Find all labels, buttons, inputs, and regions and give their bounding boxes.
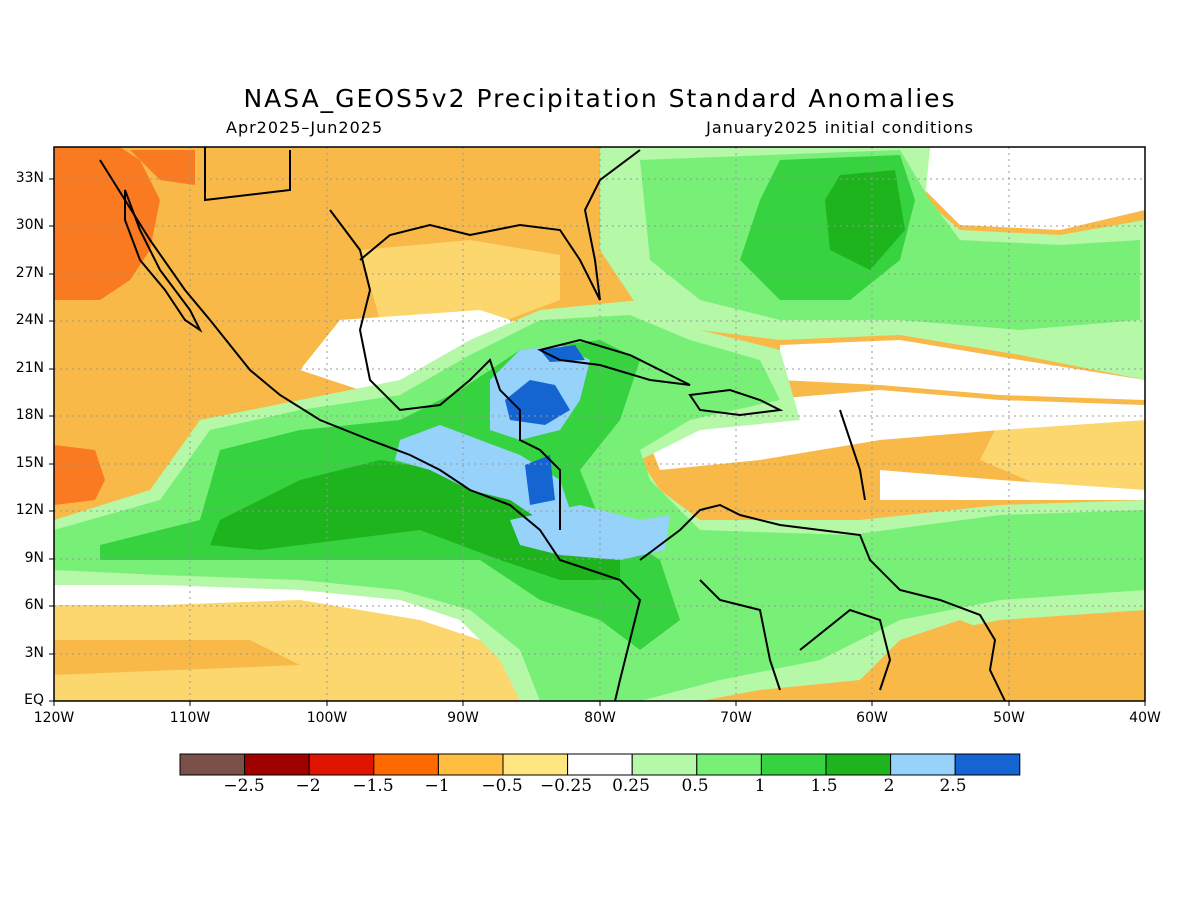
anomaly-field bbox=[54, 147, 1145, 701]
colorbar-box-4 bbox=[437, 753, 504, 776]
x-label-120w: 120W bbox=[33, 710, 75, 726]
y-label-27n: 27N bbox=[15, 265, 44, 281]
field-neutral-atl bbox=[780, 340, 1145, 400]
field-neutral-ne bbox=[925, 147, 1145, 230]
y-label-6n: 6N bbox=[24, 597, 44, 613]
field-dry-caribbean bbox=[660, 470, 780, 510]
colorbar-box-5 bbox=[502, 753, 569, 776]
colorbar-box-11 bbox=[890, 753, 956, 776]
x-label-80w: 80W bbox=[584, 710, 616, 726]
y-label-12n: 12N bbox=[15, 502, 44, 518]
tick-marks bbox=[49, 178, 1146, 706]
colorbar-label-9: 1.5 bbox=[810, 776, 838, 796]
subtitle-initial-conditions: January2025 initial conditions bbox=[706, 118, 974, 137]
field-extreme-wet-yucatan bbox=[505, 380, 570, 425]
colorbar-box-1 bbox=[244, 753, 310, 776]
y-label-24n: 24N bbox=[15, 312, 44, 328]
y-label-21n: 21N bbox=[15, 360, 44, 376]
colorbar-box-9 bbox=[760, 753, 827, 776]
field-strong-dry-n bbox=[130, 150, 195, 185]
subtitle-period: Apr2025–Jun2025 bbox=[226, 118, 384, 137]
coast-gulf bbox=[204, 147, 561, 530]
colorbar-label-1: −2 bbox=[295, 776, 321, 796]
y-label-33n: 33N bbox=[15, 170, 44, 186]
field-dry-se bbox=[900, 620, 1145, 701]
coastlines bbox=[99, 147, 1006, 701]
coast-south-america bbox=[639, 503, 1006, 701]
coast-us-gulf bbox=[359, 149, 641, 301]
colorbar-label-8: 1 bbox=[754, 776, 766, 796]
colorbar-label-4: −0.5 bbox=[481, 776, 523, 796]
colorbar-label-5: −0.25 bbox=[539, 776, 593, 796]
field-very-wet-nicaragua bbox=[395, 425, 570, 520]
colorbar-box-12 bbox=[954, 753, 1021, 776]
coast-hispaniola bbox=[688, 388, 784, 417]
coast-south-america-interior bbox=[699, 579, 892, 691]
coast-lesser-antilles bbox=[839, 409, 866, 501]
y-label-eq: EQ bbox=[24, 692, 44, 708]
grid-lines bbox=[54, 147, 1145, 701]
colorbar-label-3: −1 bbox=[424, 776, 450, 796]
field-strong-dry-nw bbox=[54, 147, 160, 300]
field-light-dry-gulf bbox=[360, 240, 560, 330]
colorbar-box-7 bbox=[631, 753, 698, 776]
field-extreme-wet-honduras bbox=[525, 455, 555, 505]
y-label-9n: 9N bbox=[24, 550, 44, 566]
field-strong-dry-w bbox=[54, 445, 105, 505]
coast-mexico-pacific bbox=[99, 159, 642, 701]
colorbar-label-6: 0.25 bbox=[612, 776, 650, 796]
colorbar-label-10: 2 bbox=[883, 776, 895, 796]
colorbar-label-7: 0.5 bbox=[681, 776, 709, 796]
x-label-110w: 110W bbox=[169, 710, 211, 726]
field-strong-wet-band bbox=[210, 460, 620, 580]
colorbar-box-3 bbox=[373, 753, 439, 776]
y-label-15n: 15N bbox=[15, 455, 44, 471]
colorbar-label-11: 2.5 bbox=[939, 776, 967, 796]
x-label-90w: 90W bbox=[447, 710, 479, 726]
y-label-18n: 18N bbox=[15, 407, 44, 423]
x-label-50w: 50W bbox=[993, 710, 1025, 726]
colorbar-label-2: −1.5 bbox=[352, 776, 394, 796]
colorbar-box-2 bbox=[308, 753, 375, 776]
coast-cuba bbox=[537, 338, 691, 386]
colorbar-box-0 bbox=[179, 753, 246, 776]
coast-baja bbox=[124, 189, 203, 333]
colorbar bbox=[179, 753, 1021, 776]
chart-title: NASA_GEOS5v2 Precipitation Standard Anom… bbox=[243, 84, 957, 113]
field-extreme-wet-cuba bbox=[540, 345, 585, 362]
colorbar-box-6 bbox=[567, 753, 633, 776]
field-light-dry-e bbox=[980, 410, 1145, 500]
colorbar-box-8 bbox=[696, 753, 762, 776]
y-label-3n: 3N bbox=[24, 645, 44, 661]
x-label-60w: 60W bbox=[856, 710, 888, 726]
y-label-30n: 30N bbox=[15, 217, 44, 233]
colorbar-box-10 bbox=[825, 753, 892, 776]
x-label-70w: 70W bbox=[720, 710, 752, 726]
field-strong-wet-atlantic bbox=[825, 170, 905, 270]
field-neutral-se bbox=[880, 470, 1145, 500]
colorbar-label-0: −2.5 bbox=[223, 776, 265, 796]
x-label-40w: 40W bbox=[1129, 710, 1161, 726]
x-label-100w: 100W bbox=[306, 710, 348, 726]
